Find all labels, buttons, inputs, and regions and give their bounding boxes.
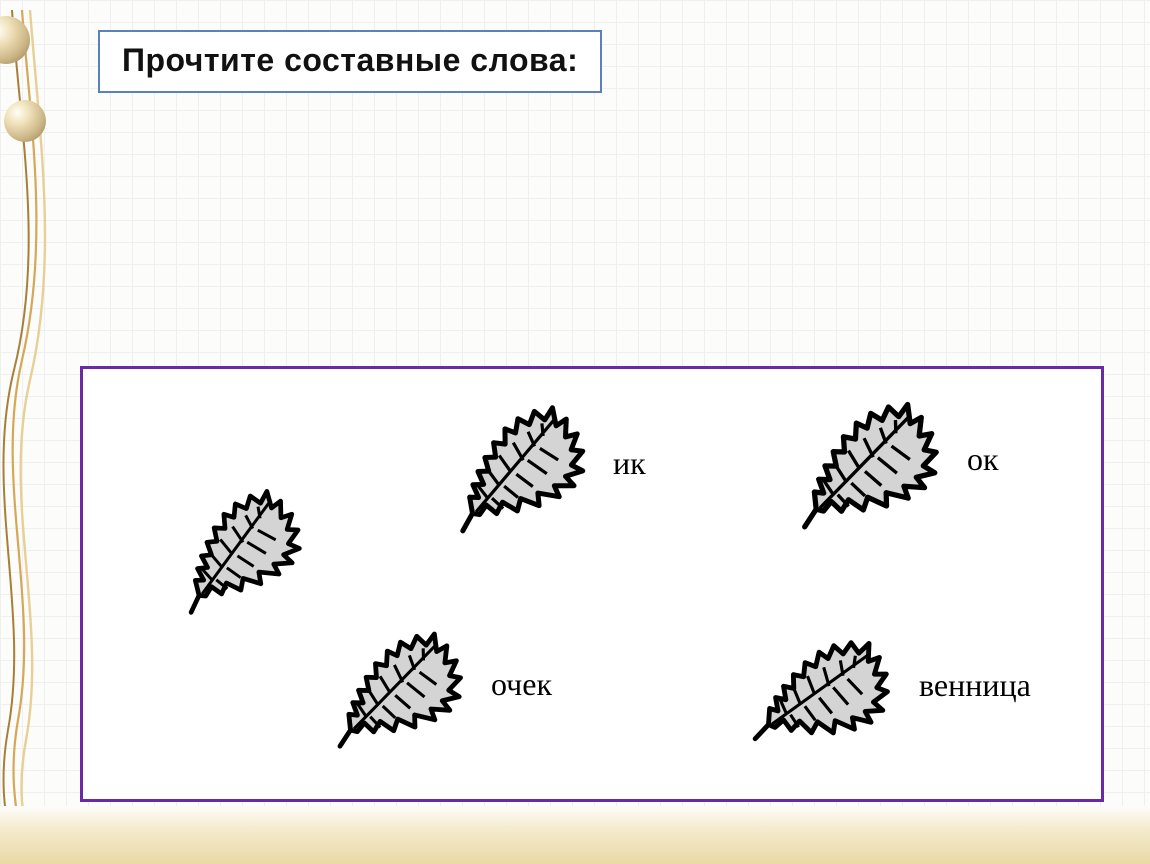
leaf-cell-5: венница xyxy=(713,607,1031,763)
leaf-cell-1 xyxy=(133,471,329,621)
leaf-icon xyxy=(713,607,913,763)
leaf-icon xyxy=(407,383,607,543)
leaf-cell-4: очек xyxy=(289,607,552,761)
leaf-icon xyxy=(289,607,485,761)
leaf-cell-3: ок xyxy=(751,375,999,543)
title-box: Прочтите составные слова: xyxy=(98,30,602,93)
title-text: Прочтите составные слова: xyxy=(122,42,578,78)
leaf-icon xyxy=(751,375,961,543)
decor-bead xyxy=(4,100,46,142)
puzzle-frame: ик ок очек xyxy=(80,366,1104,802)
leaf-suffix: ик xyxy=(613,445,646,482)
slide-bg: Прочтите составные слова: xyxy=(0,0,1150,864)
leaf-suffix: венница xyxy=(919,667,1031,704)
leaf-cell-2: ик xyxy=(407,383,646,543)
leaf-suffix: очек xyxy=(491,666,552,703)
leaf-suffix: ок xyxy=(967,441,999,478)
leaf-icon xyxy=(133,471,323,621)
bottom-gradient-strip xyxy=(0,806,1150,864)
decor-bead xyxy=(0,16,30,64)
